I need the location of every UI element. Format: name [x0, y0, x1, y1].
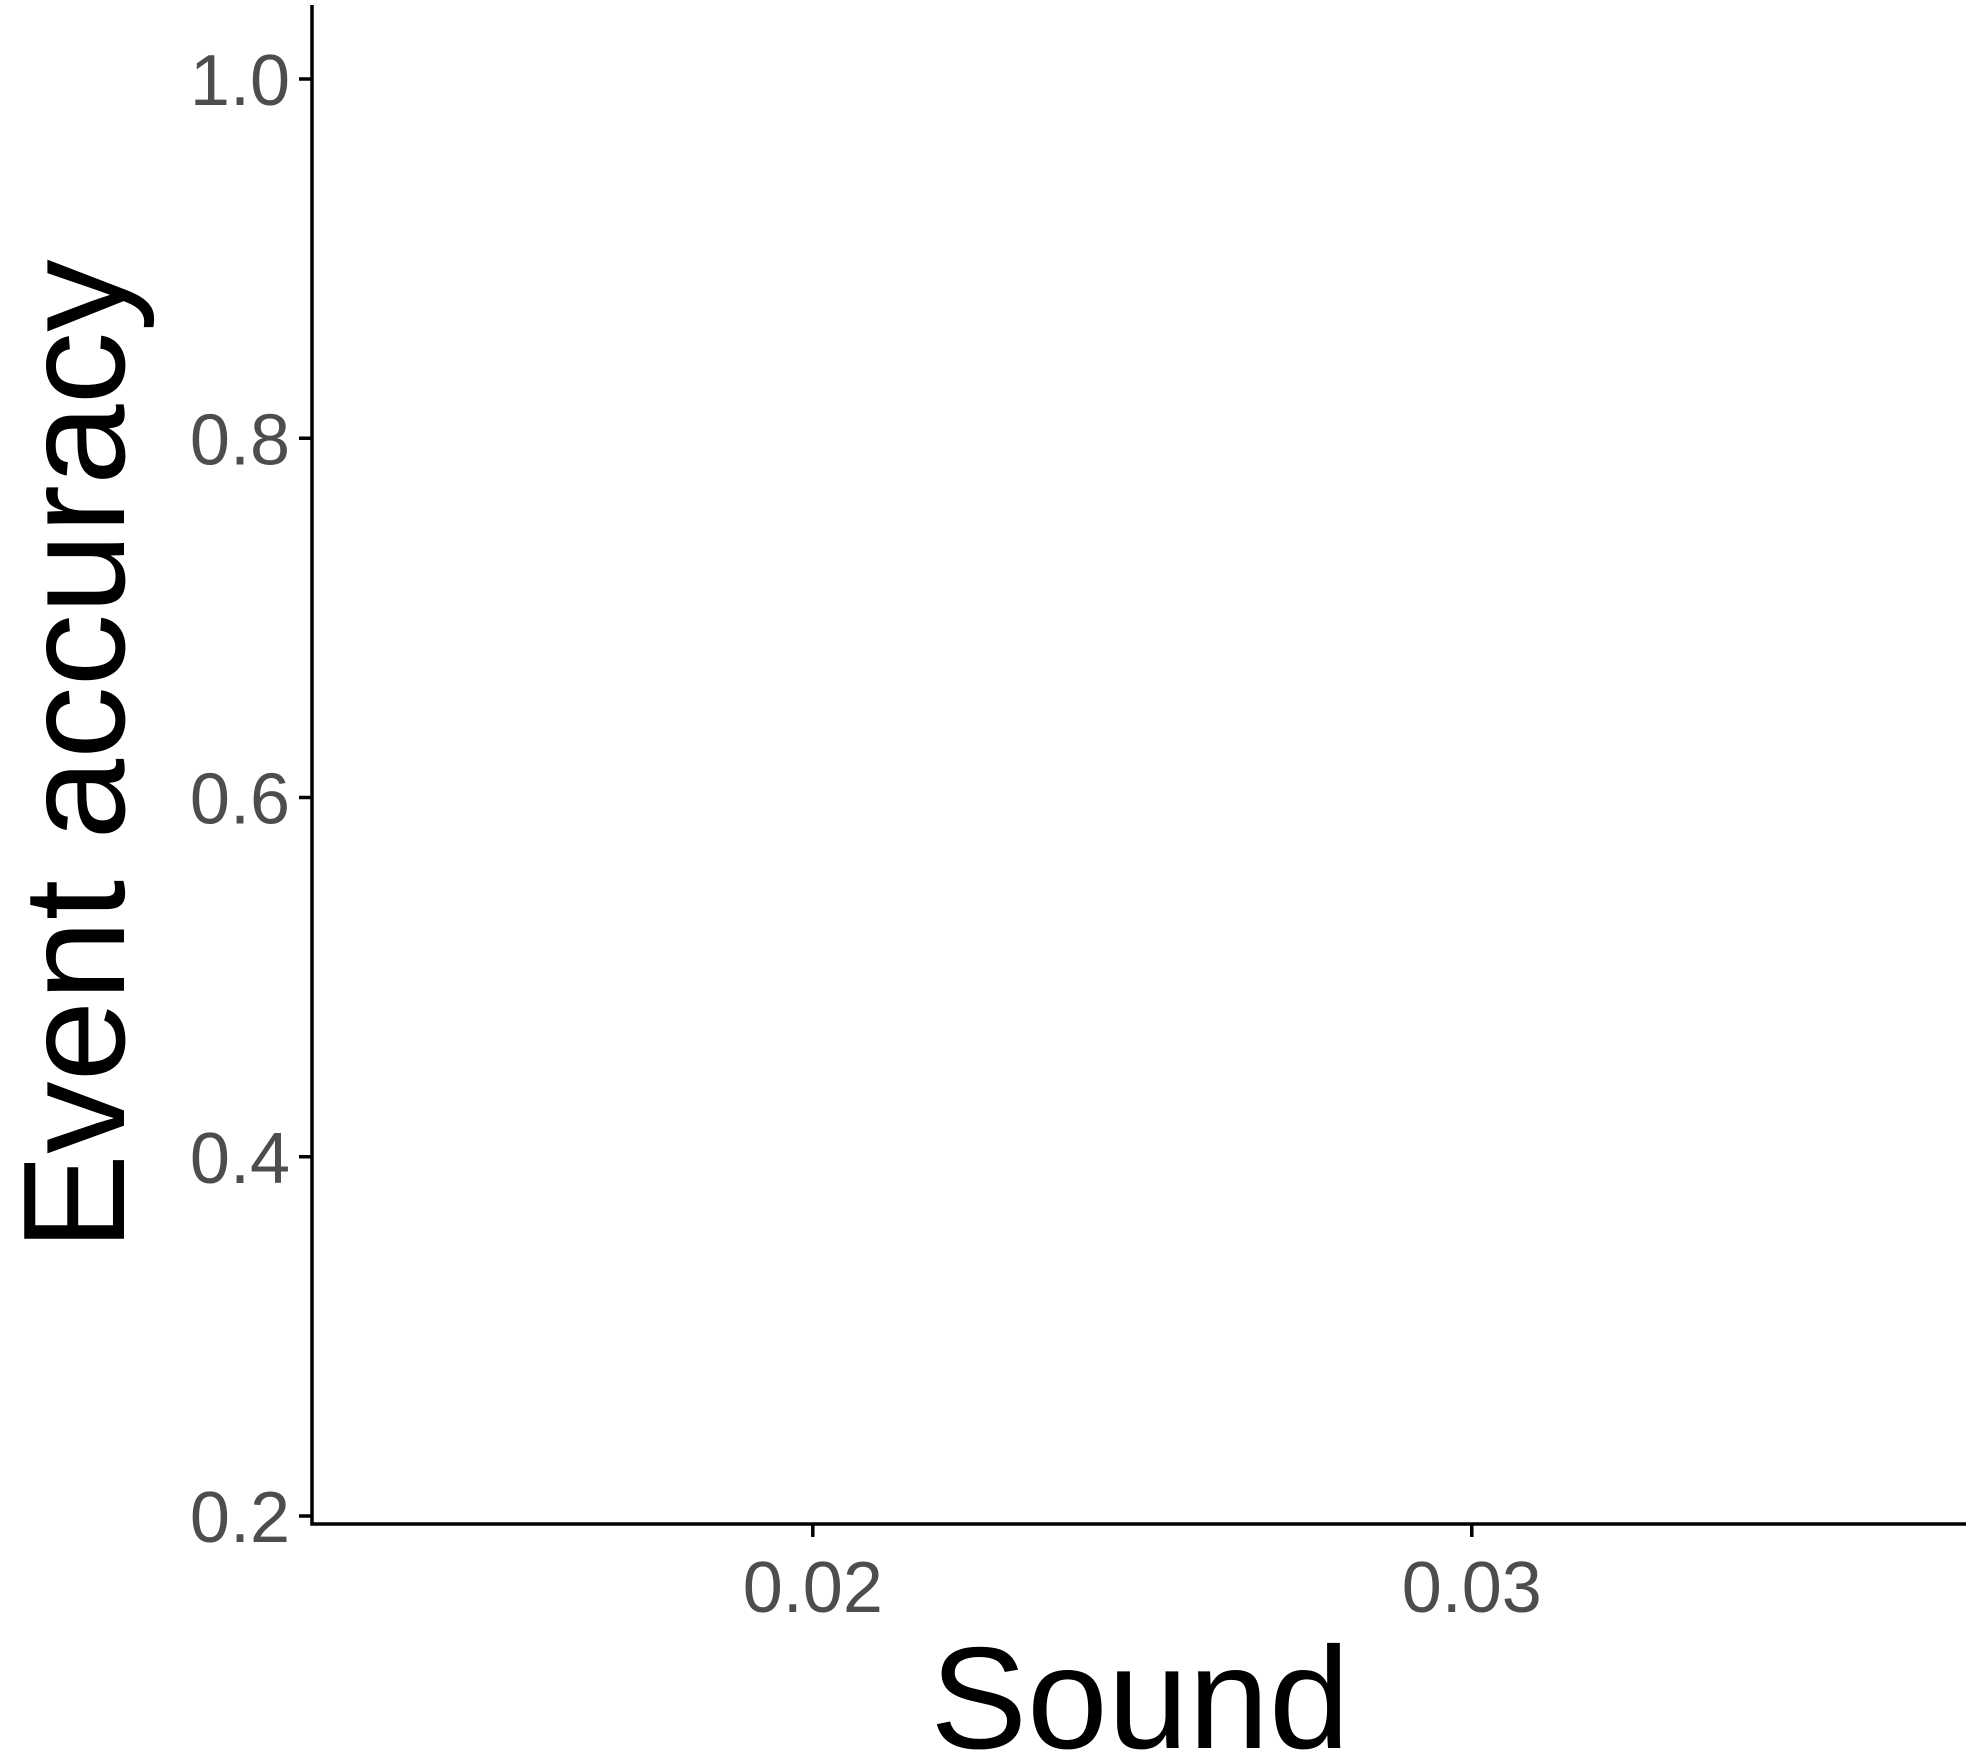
x-tick-label: 0.03 [1402, 1548, 1542, 1628]
x-axis-title: Sound [930, 1617, 1349, 1758]
y-tick-label: 0.6 [190, 760, 290, 840]
y-tick-label: 1.0 [190, 41, 290, 121]
y-tick-label: 0.8 [190, 400, 290, 480]
x-axis-ticks: 0.02 0.03 [743, 1524, 1542, 1628]
y-tick-label: 0.2 [190, 1478, 290, 1558]
x-tick-label: 0.02 [743, 1548, 883, 1628]
y-tick-label: 0.4 [190, 1119, 290, 1199]
y-axis-ticks: 0.2 0.4 0.6 0.8 1.0 [190, 41, 312, 1558]
y-axis-title: Event accuracy [0, 259, 155, 1251]
